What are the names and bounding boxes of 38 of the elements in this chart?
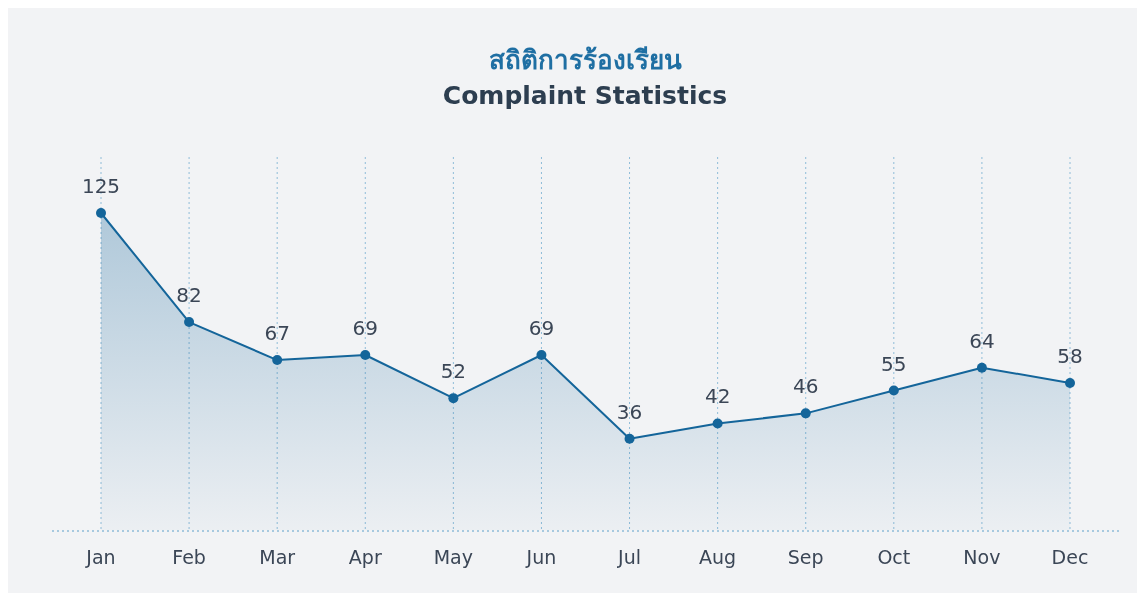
data-label: 67 [264,321,290,346]
point [1065,377,1075,388]
x-tick-label: Feb [172,546,206,568]
point [536,350,547,361]
point [712,418,723,429]
point [448,393,459,404]
data-label: 52 [440,359,467,384]
point [96,208,106,218]
point [976,362,987,373]
data-label: 58 [1057,343,1083,368]
point [184,317,195,328]
chart-subtitle: Complaint Statistics [442,81,728,110]
data-label: 55 [881,351,907,376]
point [624,433,635,444]
x-tick-label: Apr [348,546,382,568]
point [888,385,899,396]
data-label: 125 [81,174,121,198]
point [272,355,283,366]
chart-title: สถิติการร้องเรียน [488,45,682,75]
x-tick-label: Dec [1051,546,1089,568]
data-label: 82 [176,283,202,308]
data-label: 69 [352,316,378,341]
x-tick-label: Jun [525,546,557,568]
x-tick-label: May [433,546,473,568]
data-label: 42 [704,384,731,409]
x-tick-label: Mar [259,546,296,568]
data-label: 69 [528,316,555,341]
point [800,408,811,419]
x-tick-label: Jul [617,546,642,568]
x-tick-label: Oct [877,546,911,568]
x-tick-label: Aug [699,546,737,568]
x-tick-label: Nov [963,546,1001,568]
data-label: 36 [616,399,643,424]
x-tick-label: Sep [787,546,824,568]
data-label: 46 [793,374,819,399]
data-label: 64 [969,328,995,353]
x-tick-label: Jan [85,546,116,568]
point [360,350,371,361]
